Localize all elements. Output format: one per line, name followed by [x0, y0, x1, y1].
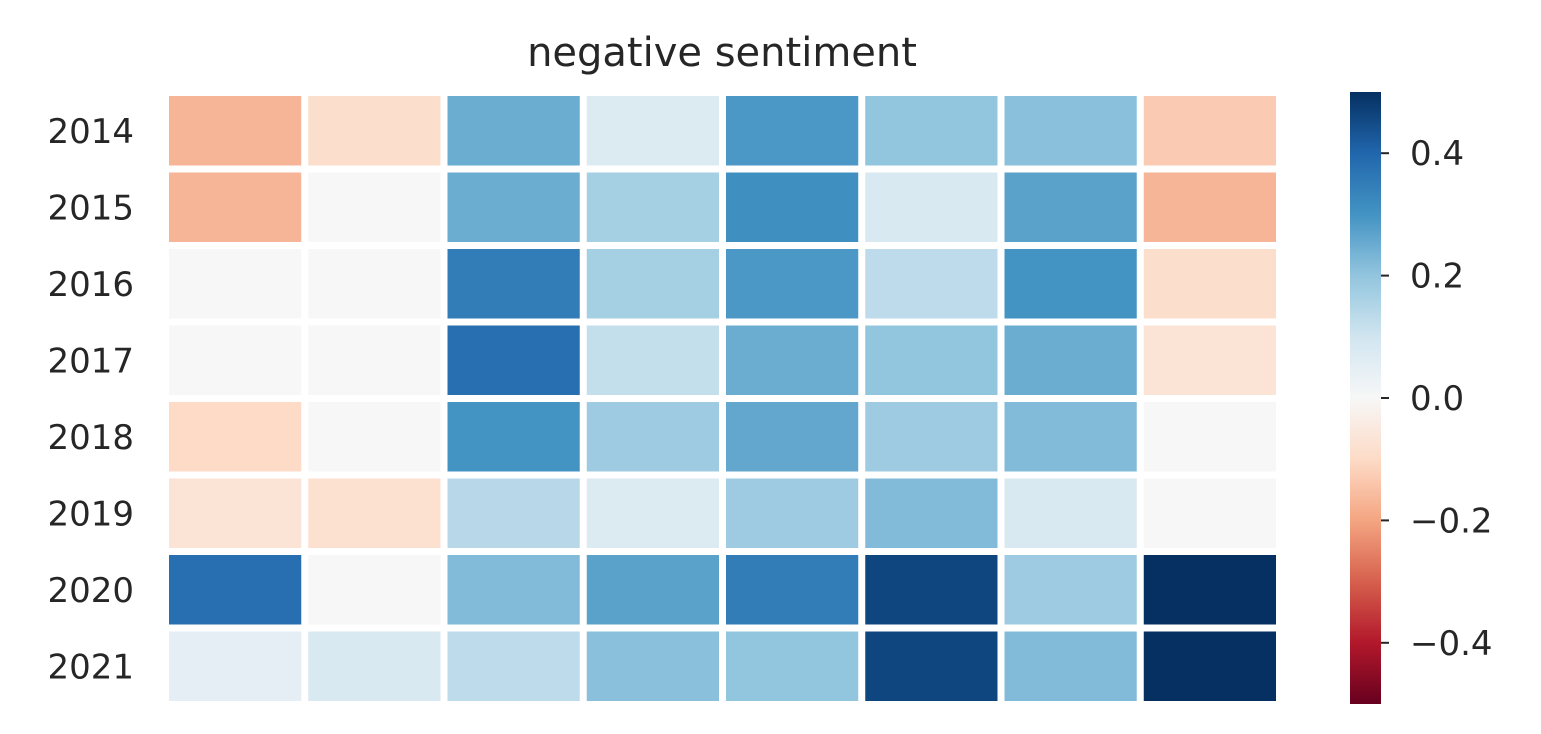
heatmap-cell — [1143, 172, 1276, 242]
heatmap-cell — [865, 478, 998, 548]
heatmap-cell — [447, 325, 580, 395]
heatmap-cell — [726, 631, 859, 701]
heatmap-cell — [865, 249, 998, 319]
heatmap-cell — [308, 172, 441, 242]
heatmap-cell — [1143, 478, 1276, 548]
heatmap-cell — [1004, 325, 1137, 395]
colorbar-tick-label: −0.4 — [1410, 624, 1493, 664]
heatmap-cell — [308, 249, 441, 319]
row-label: 2020 — [47, 571, 134, 611]
heatmap-cell — [865, 172, 998, 242]
heatmap-cell — [308, 402, 441, 472]
heatmap-cell — [308, 478, 441, 548]
heatmap-cell — [865, 555, 998, 625]
heatmap-cell — [447, 631, 580, 701]
heatmap-cell — [726, 249, 859, 319]
heatmap-cell — [447, 249, 580, 319]
heatmap-cell — [1004, 402, 1137, 472]
heatmap-cell — [726, 325, 859, 395]
heatmap-cell — [447, 96, 580, 166]
heatmap-cell — [865, 631, 998, 701]
heatmap-cell — [586, 478, 719, 548]
row-label: 2018 — [47, 418, 134, 458]
heatmap-cell — [1143, 555, 1276, 625]
heatmap-cell — [586, 96, 719, 166]
heatmap-cell — [586, 402, 719, 472]
heatmap-cell — [1004, 96, 1137, 166]
heatmap-cell — [169, 402, 302, 472]
row-label: 2017 — [47, 341, 134, 381]
heatmap-cell — [308, 555, 441, 625]
heatmap-cell — [586, 325, 719, 395]
colorbar-tick-label: 0.4 — [1410, 134, 1464, 174]
heatmap-cell — [865, 96, 998, 166]
heatmap-cell — [169, 96, 302, 166]
heatmap-cell — [865, 325, 998, 395]
colorbar: 0.4 0.2 0.0 −0.2 −0.4 — [1350, 92, 1493, 704]
heatmap-cell — [447, 555, 580, 625]
heatmap-cell — [169, 172, 302, 242]
heatmap-cell — [1143, 631, 1276, 701]
heatmap-cell — [169, 555, 302, 625]
heatmap-cell — [586, 555, 719, 625]
row-label: 2014 — [47, 112, 134, 152]
heatmap-cell — [169, 325, 302, 395]
row-label: 2019 — [47, 494, 134, 534]
heatmap-cell — [1004, 478, 1137, 548]
heatmap-cell — [169, 249, 302, 319]
heatmap-cell — [308, 325, 441, 395]
heatmap-cell — [1004, 172, 1137, 242]
heatmap-cell — [1143, 402, 1276, 472]
heatmap-cell — [865, 402, 998, 472]
heatmap-cell — [586, 249, 719, 319]
row-labels: 2014 2015 2016 2017 2018 2019 2020 2021 — [47, 112, 134, 688]
row-label: 2016 — [47, 265, 134, 305]
chart-title: negative sentiment — [527, 30, 917, 76]
colorbar-tick-label: 0.0 — [1410, 379, 1464, 419]
heatmap-cell — [308, 631, 441, 701]
heatmap-cell — [447, 478, 580, 548]
heatmap-cell — [726, 478, 859, 548]
heatmap-cell — [1143, 249, 1276, 319]
heatmap-cell — [447, 172, 580, 242]
heatmap-cell — [726, 96, 859, 166]
heatmap-cell — [308, 96, 441, 166]
heatmap-cell — [1004, 249, 1137, 319]
heatmap-cell — [169, 478, 302, 548]
heatmap-cell — [726, 555, 859, 625]
heatmap-cells — [169, 96, 1276, 701]
heatmap-cell — [1143, 96, 1276, 166]
row-label: 2021 — [47, 647, 134, 687]
heatmap-cell — [169, 631, 302, 701]
colorbar-ticks: 0.4 0.2 0.0 −0.2 −0.4 — [1381, 134, 1493, 664]
heatmap-cell — [1143, 325, 1276, 395]
colorbar-tick-label: 0.2 — [1410, 257, 1464, 297]
colorbar-gradient — [1350, 92, 1381, 704]
heatmap-cell — [1004, 631, 1137, 701]
heatmap-cell — [447, 402, 580, 472]
row-label: 2015 — [47, 188, 134, 228]
colorbar-tick-label: −0.2 — [1410, 501, 1493, 541]
heatmap-cell — [1004, 555, 1137, 625]
heatmap-cell — [726, 172, 859, 242]
heatmap-cell — [726, 402, 859, 472]
heatmap-cell — [586, 631, 719, 701]
heatmap-cell — [586, 172, 719, 242]
